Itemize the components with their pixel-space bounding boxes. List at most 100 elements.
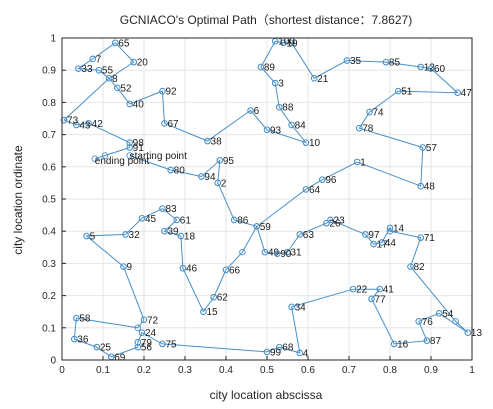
city-label: 40 [133, 100, 145, 111]
city-label: 46 [186, 264, 198, 275]
city-marker [247, 107, 254, 114]
city-label: 68 [282, 343, 294, 354]
city-marker [140, 316, 148, 324]
city-label: 32 [129, 230, 141, 241]
city-label: 69 [114, 352, 126, 363]
y-axis-title: city location ordinate [11, 145, 25, 255]
city-marker [382, 58, 390, 66]
city-marker [263, 348, 271, 356]
city-label: 85 [389, 58, 401, 69]
city-marker [159, 340, 166, 348]
x-tick-label: 0.5 [260, 365, 274, 376]
city-label: 62 [217, 293, 229, 304]
city-marker [253, 223, 260, 230]
city-label: 2 [221, 178, 227, 189]
city-label: 83 [165, 204, 177, 215]
city-label: 86 [237, 215, 249, 226]
city-marker [138, 329, 146, 336]
city-label: 45 [145, 214, 157, 225]
city-marker [60, 116, 68, 124]
city-marker [349, 285, 357, 293]
city-label: 16 [397, 339, 409, 350]
city-label: 82 [414, 262, 426, 273]
city-label: 49 [268, 248, 280, 259]
city-marker [122, 231, 129, 238]
city-marker [75, 65, 82, 72]
route-point-marker [101, 152, 109, 159]
city-marker [198, 173, 205, 180]
city-label: 92 [165, 87, 177, 98]
city-marker [177, 232, 185, 240]
city-label: 55 [102, 66, 114, 77]
x-tick-label: 0.2 [137, 365, 151, 376]
x-tick-label: 0.3 [178, 365, 192, 376]
city-marker [126, 139, 133, 146]
city-label: 63 [303, 230, 315, 241]
city-label: 41 [383, 285, 395, 296]
city-label: 73 [67, 116, 79, 127]
city-marker [280, 39, 287, 47]
city-label: 24 [145, 328, 157, 339]
city-marker [179, 264, 187, 272]
city-label: 9 [127, 262, 133, 273]
city-marker [274, 250, 281, 257]
city-marker [288, 303, 295, 311]
city-marker [216, 157, 224, 164]
city-label: 65 [118, 38, 130, 49]
city-label: 64 [309, 185, 321, 196]
y-tick-label: 0.8 [42, 98, 56, 109]
city-marker [230, 216, 238, 224]
city-marker [173, 216, 181, 224]
city-label: 19 [286, 38, 298, 49]
route-point-marker [452, 318, 459, 325]
city-marker [356, 124, 363, 132]
city-label: 48 [424, 182, 436, 193]
x-tick-label: 0.1 [96, 365, 110, 376]
city-label: 39 [168, 227, 180, 238]
x-axis-title: city location abscissa [210, 388, 323, 402]
route-point-marker [288, 39, 295, 47]
city-marker [73, 314, 80, 322]
city-marker [407, 263, 414, 270]
city-marker [222, 266, 230, 274]
city-marker [394, 87, 402, 95]
city-marker [366, 108, 373, 116]
city-marker [263, 126, 271, 134]
city-marker [419, 144, 427, 151]
city-label: 74 [373, 108, 385, 119]
route-point-marker [126, 152, 133, 159]
city-marker [284, 248, 291, 256]
city-marker [362, 231, 369, 238]
x-tick-label: 1 [469, 365, 475, 376]
chart-title: GCNIACO's Optimal Path（shortest distance… [120, 13, 412, 27]
route-point-marker [386, 227, 394, 235]
city-label: 23 [334, 215, 346, 226]
city-label: 87 [430, 336, 442, 347]
city-label: 80 [174, 166, 186, 177]
city-label: 3 [278, 79, 284, 90]
city-label: 88 [282, 103, 294, 114]
city-marker [376, 285, 384, 293]
city-marker [126, 144, 133, 151]
city-marker [159, 205, 166, 212]
city-marker [276, 343, 283, 351]
city-marker [415, 318, 422, 325]
city-label: 57 [426, 143, 438, 154]
city-label: 15 [206, 307, 218, 318]
city-marker [296, 349, 304, 357]
city-label: 78 [362, 124, 374, 135]
city-label: 96 [325, 175, 337, 186]
city-label: 54 [442, 309, 454, 320]
city-marker [134, 339, 142, 346]
city-label: 61 [180, 215, 192, 226]
city-marker [319, 176, 326, 183]
city-label: 60 [434, 64, 446, 75]
y-tick-label: 0.7 [42, 130, 56, 141]
city-marker [417, 63, 425, 71]
city-label: 20 [137, 58, 149, 69]
city-marker [93, 343, 101, 351]
city-marker [323, 219, 330, 227]
city-marker [138, 215, 146, 222]
city-marker [368, 295, 375, 303]
